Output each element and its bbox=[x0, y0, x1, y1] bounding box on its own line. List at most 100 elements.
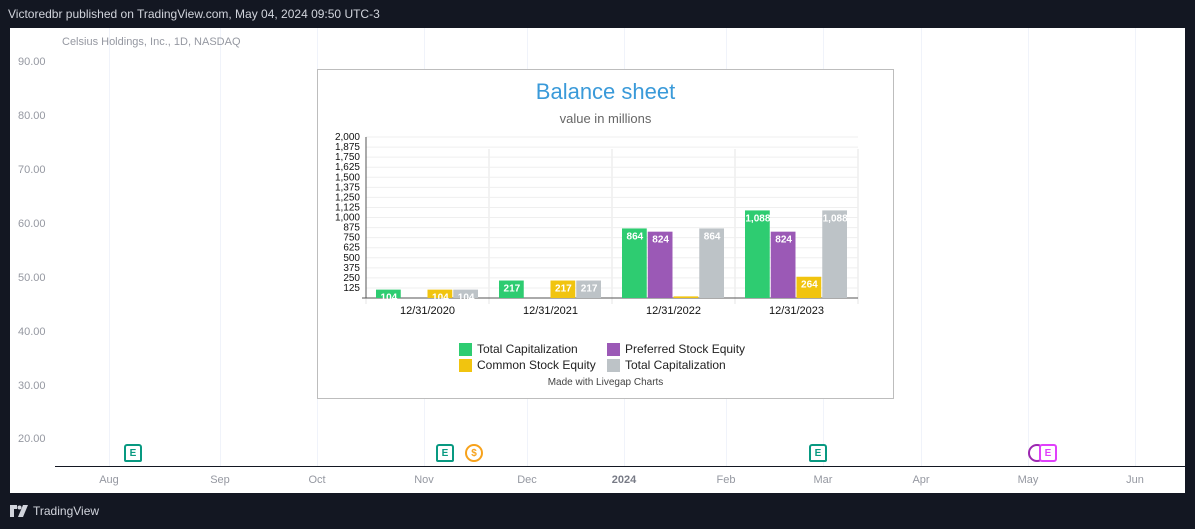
y-tick-label: 250 bbox=[343, 273, 360, 284]
bar bbox=[699, 228, 724, 298]
grid-line bbox=[1028, 28, 1029, 466]
time-label: Jun bbox=[1126, 474, 1144, 486]
legend-label: Total Capitalization bbox=[625, 358, 726, 372]
time-label: Nov bbox=[414, 474, 434, 486]
y-tick-label: 625 bbox=[343, 243, 360, 254]
category-label: 12/31/2022 bbox=[646, 305, 701, 317]
price-label: 50.00 bbox=[18, 272, 46, 284]
bar bbox=[576, 280, 601, 298]
data-label: 104 bbox=[432, 293, 449, 304]
earnings-icon[interactable]: E bbox=[809, 444, 827, 462]
y-tick-label: 2,000 bbox=[335, 132, 360, 143]
category-label: 12/31/2020 bbox=[400, 305, 455, 317]
category-label: 12/31/2021 bbox=[523, 305, 578, 317]
bar bbox=[796, 276, 822, 298]
legend-swatch bbox=[459, 342, 472, 356]
y-tick-label: 1,875 bbox=[335, 142, 360, 153]
brand-name: TradingView bbox=[33, 504, 100, 518]
grid-line bbox=[921, 28, 922, 466]
y-tick-label: 1,500 bbox=[335, 172, 360, 183]
data-label: 864 bbox=[704, 231, 721, 242]
y-tick-label: 1,750 bbox=[335, 152, 360, 163]
data-label: 217 bbox=[504, 284, 521, 295]
data-label: 104 bbox=[458, 293, 475, 304]
legend-swatch bbox=[607, 358, 620, 372]
y-tick-label: 875 bbox=[343, 223, 360, 234]
instrument-label: Celsius Holdings, Inc., 1D, NASDAQ bbox=[62, 36, 241, 48]
earnings-icon[interactable]: E bbox=[436, 444, 454, 462]
legend-swatch bbox=[607, 342, 620, 356]
time-axis[interactable] bbox=[10, 467, 1185, 493]
legend-item: Total Capitalization bbox=[607, 358, 726, 372]
tradingview-logo-icon bbox=[10, 505, 28, 517]
time-label: Mar bbox=[813, 474, 833, 486]
time-label: Oct bbox=[308, 474, 326, 486]
category-label: 12/31/2023 bbox=[769, 305, 824, 317]
grid-line bbox=[220, 28, 221, 466]
earnings-icon[interactable]: E bbox=[1039, 444, 1057, 462]
price-label: 20.00 bbox=[18, 433, 46, 445]
y-tick-label: 1,000 bbox=[335, 213, 360, 224]
chart-title: Balance sheet bbox=[535, 79, 676, 104]
bar bbox=[499, 280, 524, 298]
tradingview-logo[interactable]: TradingView bbox=[10, 504, 99, 518]
y-tick-label: 1,625 bbox=[335, 162, 360, 173]
time-label: 2024 bbox=[611, 474, 637, 486]
bar bbox=[647, 231, 673, 298]
bar bbox=[673, 296, 699, 298]
time-label: Aug bbox=[99, 474, 119, 486]
data-label: 104 bbox=[381, 293, 398, 304]
legend-item: Total Capitalization bbox=[459, 342, 578, 356]
bar bbox=[427, 289, 453, 298]
data-label: 217 bbox=[581, 284, 598, 295]
data-label: 1,088 bbox=[823, 213, 848, 224]
price-label: 80.00 bbox=[18, 110, 46, 122]
legend-item: Common Stock Equity bbox=[459, 358, 596, 372]
y-tick-label: 375 bbox=[343, 263, 360, 274]
y-tick-label: 1,125 bbox=[335, 202, 360, 213]
y-tick-label: 500 bbox=[343, 253, 360, 264]
data-label: 264 bbox=[801, 280, 818, 291]
price-label: 30.00 bbox=[18, 380, 46, 392]
data-label: 864 bbox=[627, 231, 644, 242]
top-bar: Victoredbr published on TradingView.com,… bbox=[0, 0, 1195, 28]
grid-line bbox=[1135, 28, 1136, 466]
dividend-icon[interactable]: $ bbox=[465, 444, 483, 462]
price-label: 40.00 bbox=[18, 326, 46, 338]
time-label: Dec bbox=[517, 474, 537, 486]
legend-item: Preferred Stock Equity bbox=[607, 342, 745, 356]
bar bbox=[622, 228, 647, 298]
balance-sheet-chart: Balance sheet value in millions 125 250 37… bbox=[317, 69, 894, 399]
bar bbox=[770, 231, 796, 298]
bar-chart-svg: 1252503755006257508751,0001,1251,2501,37… bbox=[335, 132, 859, 317]
legend-label: Total Capitalization bbox=[477, 342, 578, 356]
bar bbox=[822, 210, 847, 298]
time-axis-line bbox=[55, 466, 1185, 467]
bottom-bar: TradingView bbox=[0, 493, 1195, 529]
y-tick-label: 750 bbox=[343, 233, 360, 244]
chart-subtitle: value in millions bbox=[559, 111, 652, 126]
time-label: Apr bbox=[912, 474, 930, 486]
y-tick-label: 125 bbox=[343, 283, 360, 294]
time-label: May bbox=[1017, 474, 1039, 486]
earnings-icon[interactable]: E bbox=[124, 444, 142, 462]
bar bbox=[550, 280, 576, 298]
data-label: 1,088 bbox=[745, 213, 770, 224]
time-label: Sep bbox=[210, 474, 230, 486]
chart-frame[interactable]: Celsius Holdings, Inc., 1D, NASDAQ 90.00… bbox=[10, 28, 1185, 493]
time-label: Feb bbox=[716, 474, 736, 486]
publisher-text: Victoredbr published on TradingView.com,… bbox=[8, 7, 380, 21]
legend-label: Preferred Stock Equity bbox=[625, 342, 746, 356]
y-tick-label: 1,250 bbox=[335, 192, 360, 203]
bar bbox=[453, 289, 478, 298]
chart-credit: Made with Livegap Charts bbox=[547, 377, 664, 388]
y-tick-label: 1,375 bbox=[335, 182, 360, 193]
price-label: 70.00 bbox=[18, 164, 46, 176]
bar bbox=[745, 210, 770, 298]
data-label: 217 bbox=[555, 284, 572, 295]
price-label: 60.00 bbox=[18, 218, 46, 230]
data-label: 824 bbox=[652, 235, 669, 246]
bar bbox=[376, 289, 401, 298]
chart-pane[interactable]: Celsius Holdings, Inc., 1D, NASDAQ 90.00… bbox=[10, 28, 1185, 466]
grid-line bbox=[109, 28, 110, 466]
